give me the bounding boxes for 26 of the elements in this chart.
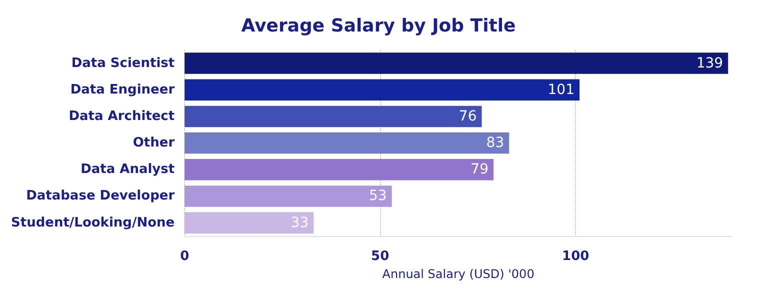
data-label: 76	[458, 108, 477, 124]
bar	[184, 52, 728, 74]
x-tick-label: 0	[180, 249, 190, 264]
y-tick-label: Student/Looking/None	[10, 215, 175, 230]
bar	[184, 212, 314, 234]
data-label: 83	[486, 135, 504, 152]
bar	[184, 106, 482, 128]
data-label: 79	[470, 162, 488, 178]
data-label: 53	[369, 188, 387, 204]
bar	[184, 159, 494, 180]
x-axis-title: Annual Salary (USD) '000	[382, 267, 534, 281]
data-label: 139	[696, 55, 724, 72]
x-tick-label: 50	[371, 249, 390, 264]
data-label: 33	[290, 214, 309, 231]
chart-title: Average Salary by Job Title	[241, 16, 516, 36]
data-label: 101	[548, 82, 575, 98]
y-tick-label: Data Engineer	[70, 82, 176, 98]
bar	[184, 79, 580, 101]
y-tick-label: Other	[132, 136, 176, 151]
bar	[184, 132, 510, 154]
x-tick-label: 100	[562, 249, 590, 264]
y-tick-label: Data Analyst	[80, 162, 175, 178]
bar	[184, 186, 392, 207]
y-tick-label: Data Scientist	[71, 56, 175, 71]
y-tick-label: Database Developer	[26, 188, 176, 204]
y-tick-label: Data Architect	[68, 108, 175, 124]
